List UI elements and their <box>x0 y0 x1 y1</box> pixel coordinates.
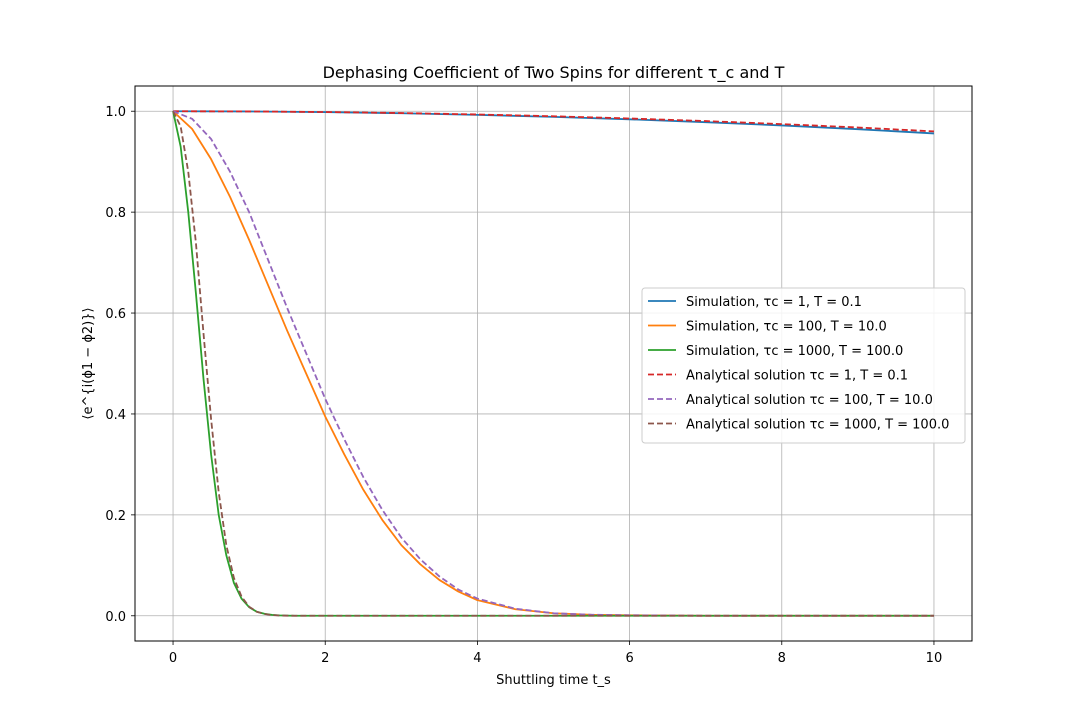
chart-title: Dephasing Coefficient of Two Spins for d… <box>323 63 785 83</box>
legend-box <box>641 287 966 444</box>
x-tick-label: 0 <box>169 651 177 666</box>
series-lines <box>172 110 935 617</box>
y-axis-label: ⟨e^{i(ϕ1 − ϕ2)}⟩ <box>81 307 96 419</box>
series-line <box>172 111 934 617</box>
series-line <box>173 110 934 133</box>
legend-label: Analytical solution τc = 1000, T = 100.0 <box>686 418 949 433</box>
axis-ticks: 0 2 4 6 8 10 0.0 0.2 0.4 0.6 0.8 1.0 <box>105 105 942 666</box>
x-tick-label: 4 <box>473 651 481 666</box>
legend: Simulation, τc = 1, T = 0.1 Simulation, τ… <box>641 287 966 444</box>
y-tick-label: 0.4 <box>105 408 126 423</box>
y-tick-label: 1.0 <box>105 105 126 120</box>
legend-label: Simulation, τc = 1000, T = 100.0 <box>686 344 903 359</box>
x-tick-label: 2 <box>321 651 329 666</box>
y-tick-label: 0.8 <box>105 206 126 221</box>
y-tick-label: 0.6 <box>105 307 126 322</box>
y-tick-label: 0.2 <box>105 509 126 524</box>
legend-label: Simulation, τc = 1, T = 0.1 <box>686 295 862 310</box>
x-tick-label: 8 <box>778 651 786 666</box>
legend-label: Analytical solution τc = 1, T = 0.1 <box>686 369 908 384</box>
y-tick-label: 0.0 <box>105 610 126 625</box>
x-tick-label: 10 <box>926 651 943 666</box>
series-line <box>172 110 934 617</box>
x-axis-label: Shuttling time t_s <box>496 673 611 688</box>
axes-frame <box>134 85 973 642</box>
legend-label: Simulation, τc = 100, T = 10.0 <box>686 320 887 335</box>
legend-label: Analytical solution τc = 100, T = 10.0 <box>686 393 933 408</box>
series-line <box>173 110 935 135</box>
x-tick-label: 6 <box>625 651 633 666</box>
